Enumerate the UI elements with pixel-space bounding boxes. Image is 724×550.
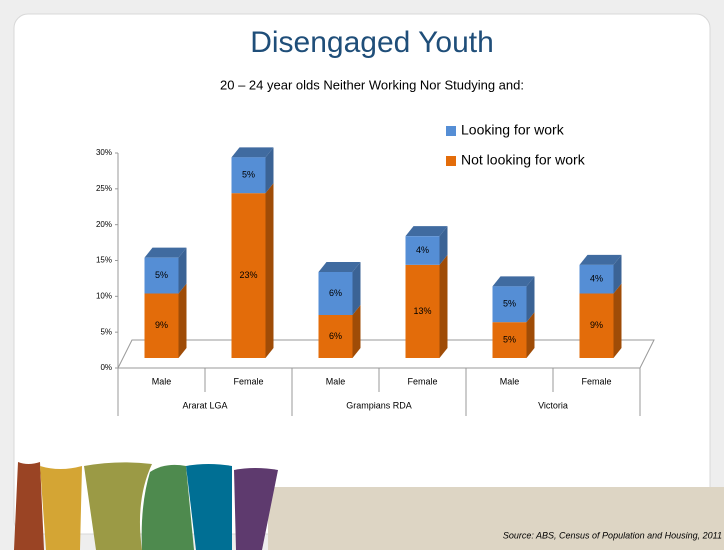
x-tick-label: Female bbox=[581, 376, 611, 386]
x-tick-label: Female bbox=[233, 376, 263, 386]
bar bbox=[231, 157, 266, 194]
legend-label: Not looking for work bbox=[461, 152, 586, 168]
bar-side bbox=[613, 254, 622, 294]
arch bbox=[14, 462, 44, 550]
bar bbox=[579, 293, 614, 358]
y-tick-label: 10% bbox=[96, 291, 112, 300]
bar bbox=[492, 322, 527, 358]
bar bbox=[318, 272, 353, 315]
data-label: 5% bbox=[242, 170, 255, 180]
y-tick-label: 25% bbox=[96, 184, 112, 193]
bar bbox=[405, 264, 440, 358]
data-label: 9% bbox=[155, 320, 168, 330]
data-label: 5% bbox=[503, 334, 516, 344]
group-label: Ararat LGA bbox=[182, 400, 227, 410]
x-tick-label: Female bbox=[407, 376, 437, 386]
bar-side bbox=[439, 254, 448, 358]
x-tick-label: Male bbox=[500, 376, 520, 386]
bar-side bbox=[526, 312, 535, 358]
x-tick-label: Male bbox=[152, 376, 172, 386]
bar-top bbox=[144, 247, 187, 258]
arch bbox=[186, 464, 232, 550]
bar-side bbox=[265, 183, 274, 358]
bar-side bbox=[178, 283, 187, 358]
arch bbox=[40, 466, 82, 550]
decorative-arches bbox=[14, 462, 278, 550]
data-label: 6% bbox=[329, 288, 342, 298]
legend-label: Looking for work bbox=[461, 122, 565, 138]
arch bbox=[141, 464, 194, 550]
data-label: 5% bbox=[503, 299, 516, 309]
bar-top bbox=[492, 276, 535, 287]
bar bbox=[144, 257, 179, 294]
data-label: 9% bbox=[590, 320, 603, 330]
bar-top bbox=[405, 226, 448, 237]
bar-top bbox=[318, 262, 361, 272]
bar-top bbox=[579, 254, 622, 265]
data-label: 13% bbox=[413, 306, 431, 316]
bar bbox=[579, 264, 614, 294]
chart-subtitle: 20 – 24 year olds Neither Working Nor St… bbox=[220, 77, 524, 92]
legend-swatch bbox=[446, 156, 456, 166]
bar bbox=[405, 236, 440, 265]
bar-side bbox=[526, 276, 535, 323]
y-tick-label: 15% bbox=[96, 256, 112, 265]
bar-side bbox=[352, 305, 361, 358]
bar bbox=[492, 286, 527, 323]
bar-side bbox=[352, 262, 361, 315]
x-tick-label: Male bbox=[326, 376, 346, 386]
source-note: Source: ABS, Census of Population and Ho… bbox=[503, 530, 722, 540]
y-tick-label: 30% bbox=[96, 148, 112, 157]
data-label: 23% bbox=[239, 270, 257, 280]
chart-title: Disengaged Youth bbox=[250, 26, 494, 59]
data-label: 6% bbox=[329, 331, 342, 341]
bar bbox=[144, 293, 179, 358]
y-tick-label: 5% bbox=[100, 327, 112, 336]
y-tick-label: 0% bbox=[100, 363, 112, 372]
data-label: 5% bbox=[155, 270, 168, 280]
y-tick-label: 20% bbox=[96, 220, 112, 229]
data-label: 4% bbox=[590, 274, 603, 284]
data-label: 4% bbox=[416, 245, 429, 255]
bar-side bbox=[265, 147, 274, 194]
arch bbox=[234, 468, 278, 550]
bar-side bbox=[439, 226, 448, 265]
group-label: Victoria bbox=[538, 400, 568, 410]
bar bbox=[318, 315, 353, 358]
footer-band bbox=[268, 487, 724, 550]
bar-side bbox=[178, 247, 187, 294]
arch bbox=[84, 462, 152, 550]
legend-swatch bbox=[446, 126, 456, 136]
bar-side bbox=[613, 283, 622, 358]
bar bbox=[231, 193, 266, 358]
group-label: Grampians RDA bbox=[346, 400, 412, 410]
bar-top bbox=[231, 147, 274, 158]
